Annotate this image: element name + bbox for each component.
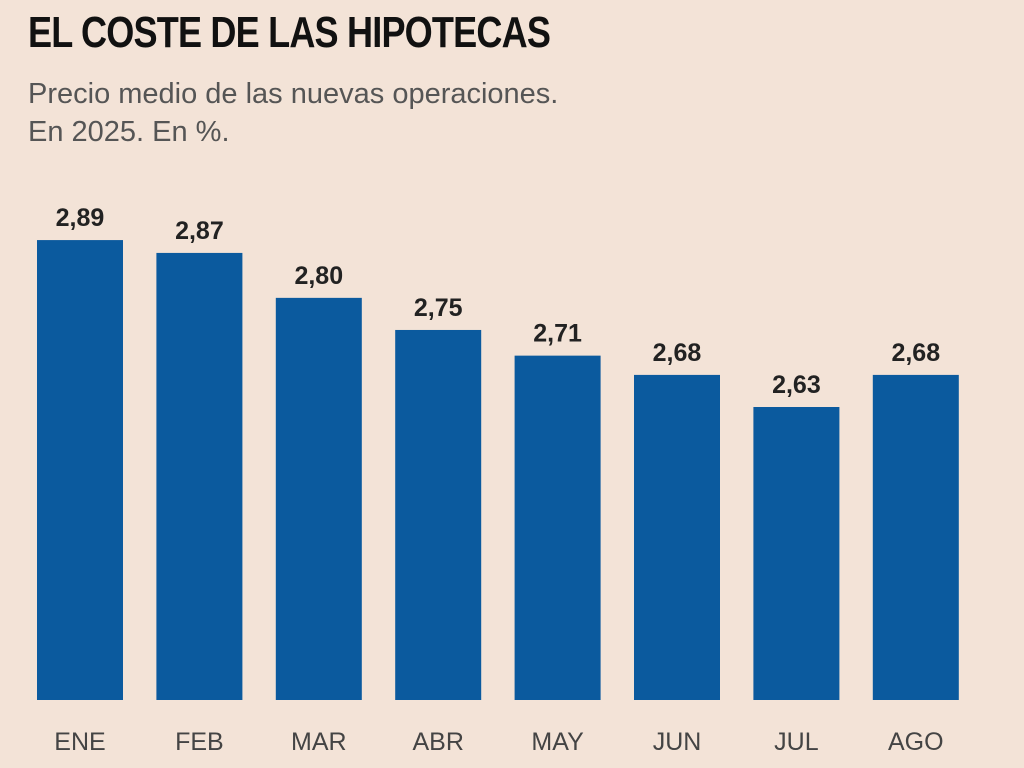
x-tick-label-ene: ENE: [54, 728, 105, 756]
chart-subtitle-line-2: En 2025. En %.: [28, 116, 230, 148]
data-label-jun: 2,68: [653, 339, 702, 367]
x-tick-label-jul: JUL: [774, 728, 819, 756]
bar-jun: [634, 374, 720, 700]
chart-title: EL COSTE DE LAS HIPOTECAS: [28, 8, 551, 57]
data-label-jul: 2,63: [772, 371, 821, 399]
bar-feb: [156, 252, 243, 701]
bar-may: [514, 355, 601, 700]
data-label-ene: 2,89: [56, 204, 105, 232]
data-label-ago: 2,68: [891, 339, 940, 367]
x-tick-label-jun: JUN: [653, 728, 702, 756]
x-tick-label-ago: AGO: [888, 728, 944, 756]
data-label-abr: 2,75: [414, 294, 463, 322]
data-label-may: 2,71: [533, 320, 582, 348]
bar-mar: [275, 297, 362, 700]
bar-ago: [872, 374, 959, 700]
x-tick-label-may: MAY: [531, 728, 584, 756]
data-label-feb: 2,87: [175, 217, 224, 245]
x-tick-label-mar: MAR: [291, 728, 347, 756]
bar-abr: [395, 329, 482, 700]
x-tick-label-feb: FEB: [175, 728, 224, 756]
bar-jul: [753, 407, 840, 700]
bar-ene: [37, 240, 123, 700]
x-tick-label-abr: ABR: [412, 728, 463, 756]
chart-subtitle-line-1: Precio medio de las nuevas operaciones.: [28, 78, 559, 110]
data-label-mar: 2,80: [294, 262, 343, 290]
